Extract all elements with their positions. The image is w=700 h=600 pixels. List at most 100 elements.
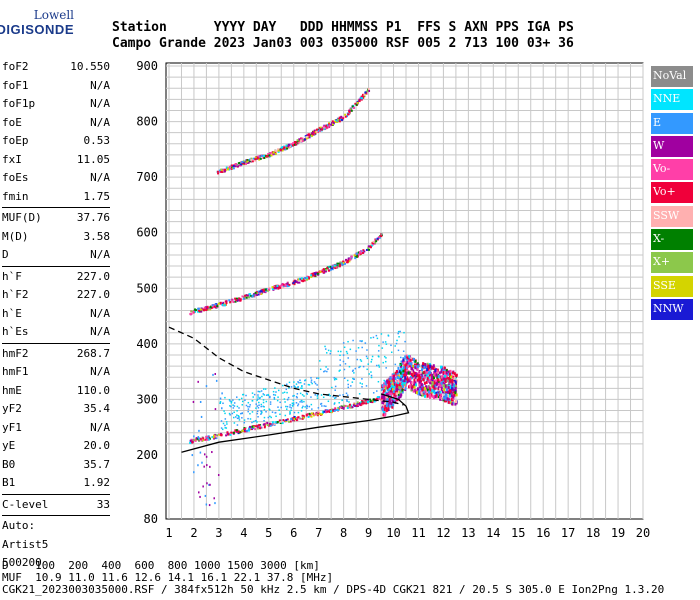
echo-point bbox=[251, 425, 254, 428]
echo-point bbox=[380, 389, 383, 391]
echo-point bbox=[312, 274, 315, 277]
echo-point bbox=[310, 403, 313, 406]
echo-point bbox=[377, 236, 380, 239]
echo-point bbox=[280, 146, 283, 149]
echo-point bbox=[352, 404, 355, 407]
echo-point bbox=[231, 299, 234, 302]
echo-point bbox=[419, 370, 422, 374]
echo-point bbox=[260, 410, 262, 412]
echo-point bbox=[367, 363, 369, 365]
echo-point bbox=[382, 401, 385, 405]
echo-point bbox=[225, 427, 228, 429]
echo-point bbox=[237, 432, 240, 435]
echo-point bbox=[255, 291, 258, 294]
echo-point bbox=[304, 406, 306, 408]
header-values: Campo Grande 2023 Jan03 003 035000 RSF 0… bbox=[112, 36, 574, 51]
echo-point bbox=[415, 391, 418, 395]
echo-point bbox=[447, 386, 450, 390]
echo-point bbox=[242, 161, 245, 164]
echo-point bbox=[311, 408, 313, 410]
echo-point bbox=[256, 410, 259, 413]
x-tick-label: 5 bbox=[265, 526, 272, 540]
echo-point bbox=[437, 375, 440, 379]
echo-point bbox=[311, 382, 313, 385]
echo-point bbox=[420, 364, 423, 368]
echo-point bbox=[298, 138, 301, 141]
echo-point bbox=[246, 294, 249, 297]
echo-point bbox=[388, 392, 391, 396]
x-tick-label: 6 bbox=[290, 526, 297, 540]
echo-point bbox=[397, 366, 400, 370]
echo-point bbox=[293, 385, 295, 387]
echo-point bbox=[338, 116, 341, 119]
echo-point bbox=[245, 404, 248, 407]
echo-point bbox=[372, 398, 375, 401]
echo-point bbox=[423, 394, 426, 398]
echo-point bbox=[404, 379, 407, 383]
echo-point bbox=[236, 410, 238, 412]
echo-point bbox=[285, 419, 288, 422]
echo-point bbox=[265, 400, 268, 403]
param-value: 35.7 bbox=[83, 457, 111, 471]
echo-point bbox=[454, 402, 457, 406]
echo-point bbox=[214, 303, 217, 306]
echo-point bbox=[292, 280, 295, 283]
echo-point bbox=[263, 156, 266, 159]
param-row: 500200 bbox=[2, 554, 110, 573]
echo-point bbox=[307, 413, 310, 416]
echo-point bbox=[384, 405, 387, 409]
polarization-legend: NoVal NNE E W Vo- Vo+ SSW X- X+ SSE NNW bbox=[651, 66, 693, 322]
echo-point bbox=[428, 379, 431, 383]
echo-point bbox=[353, 254, 356, 257]
station-header: Station YYYY DAY DDD HHMMSS P1 FFS S AXN… bbox=[112, 20, 574, 52]
echo-point bbox=[362, 400, 365, 403]
echo-point bbox=[318, 126, 321, 129]
echo-point bbox=[356, 404, 359, 407]
echo-point bbox=[399, 330, 401, 333]
echo-point bbox=[347, 340, 349, 343]
echo-point bbox=[292, 403, 295, 406]
echo-point bbox=[242, 393, 245, 396]
echo-point bbox=[368, 373, 370, 375]
echo-point bbox=[273, 286, 276, 289]
echo-point bbox=[245, 296, 248, 299]
echo-point bbox=[397, 373, 399, 375]
echo-point bbox=[273, 422, 276, 425]
echo-point bbox=[345, 350, 348, 353]
echo-point bbox=[190, 438, 193, 441]
echo-point bbox=[342, 261, 345, 264]
echo-point bbox=[447, 390, 450, 394]
echo-point bbox=[232, 407, 235, 409]
echo-point bbox=[292, 419, 295, 422]
y-tick-label: 800 bbox=[136, 115, 158, 129]
echo-point bbox=[255, 425, 258, 428]
echo-point bbox=[277, 396, 279, 398]
echo-point bbox=[438, 387, 441, 391]
echo-point bbox=[331, 120, 334, 123]
footer-distance-row: D 100 200 400 600 800 1000 1500 3000 [km… bbox=[2, 559, 320, 572]
echo-point bbox=[286, 282, 289, 285]
echo-point bbox=[343, 368, 346, 371]
echo-point bbox=[372, 336, 375, 339]
echo-point bbox=[232, 399, 234, 401]
echo-point bbox=[319, 130, 322, 133]
echo-point bbox=[396, 398, 399, 402]
echo-point bbox=[229, 400, 231, 402]
echo-point bbox=[311, 272, 314, 275]
echo-point bbox=[343, 377, 346, 379]
echo-point bbox=[355, 255, 358, 258]
echo-point bbox=[289, 411, 291, 413]
echo-point bbox=[399, 364, 401, 366]
echo-point bbox=[209, 465, 211, 468]
echo-point bbox=[384, 386, 387, 390]
echo-point bbox=[380, 235, 383, 238]
echo-point bbox=[418, 378, 421, 382]
echo-point bbox=[443, 366, 446, 370]
echo-point bbox=[221, 170, 224, 173]
echo-point bbox=[201, 461, 203, 464]
echo-point bbox=[375, 334, 378, 337]
echo-point bbox=[415, 363, 418, 367]
echo-point bbox=[354, 367, 357, 370]
echo-point bbox=[198, 437, 201, 440]
echo-point bbox=[290, 143, 293, 146]
